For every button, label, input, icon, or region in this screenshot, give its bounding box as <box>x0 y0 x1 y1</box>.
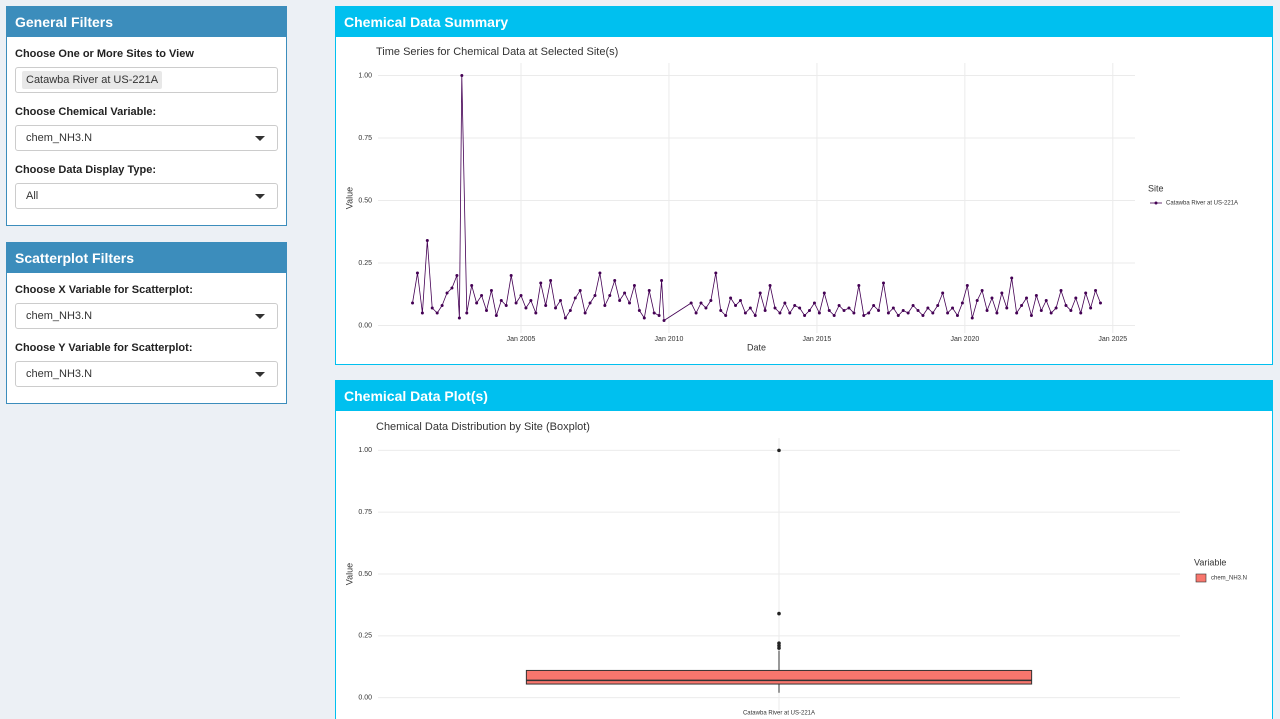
summary-box: Chemical Data Summary <box>335 6 1273 365</box>
filter-box: General Filters Choose One or More Sites… <box>6 6 287 226</box>
field-label: Choose Data Display Type: <box>15 164 156 176</box>
box-header: Scatterplot Filters <box>7 243 286 273</box>
dropdown[interactable]: chem_NH3.N <box>15 125 278 151</box>
dropdown[interactable]: chem_NH3.N <box>15 361 278 387</box>
plot-box: Chemical Data Plot(s) <box>335 380 1273 719</box>
box-header: Chemical Data Summary <box>336 7 1272 37</box>
box-header: General Filters <box>7 7 286 37</box>
dropdown[interactable]: All <box>15 183 278 209</box>
filter-box: Scatterplot Filters Choose X Variable fo… <box>6 242 287 404</box>
box-header: Chemical Data Plot(s) <box>336 381 1272 411</box>
dropdown[interactable]: chem_NH3.N <box>15 303 278 329</box>
field-label: Choose One or More Sites to View <box>15 48 194 60</box>
selected-tag: Catawba River at US-221A <box>22 71 163 89</box>
field-label: Choose X Variable for Scatterplot: <box>15 284 193 296</box>
multi-select[interactable]: Catawba River at US-221A <box>15 67 278 93</box>
field-label: Choose Y Variable for Scatterplot: <box>15 342 193 354</box>
field-label: Choose Chemical Variable: <box>15 106 157 118</box>
